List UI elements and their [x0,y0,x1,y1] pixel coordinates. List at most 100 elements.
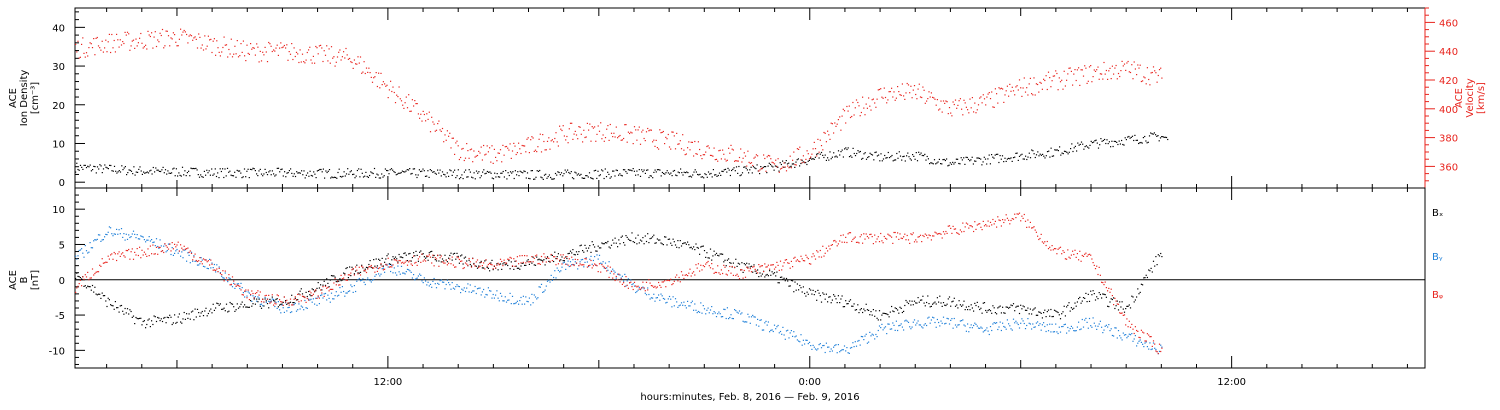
series-bz-point [785,259,788,261]
series-bz-point [363,269,365,271]
series-bx-point [783,277,785,279]
series-bz-point [521,255,523,257]
series-bz-point [107,255,109,257]
series-by-point [665,302,667,304]
series-bz-point [915,239,917,241]
series-by-point [468,291,470,293]
series-ion-density-point [327,170,329,172]
series-ion-density-point [513,177,515,180]
series-ion-density-point [263,173,265,175]
series-velocity-point [1082,75,1085,77]
series-by-point [359,280,362,282]
series-by-point [309,299,311,301]
series-by-point [154,245,156,247]
series-ion-density-point [954,161,956,164]
series-bz-point [545,261,547,263]
series-bz-point [553,256,555,258]
series-velocity-point [1057,89,1059,91]
series-bz-point [221,274,223,276]
series-by-point [888,323,890,325]
series-bx-point [466,260,468,262]
series-ion-density-point [929,163,931,165]
series-ion-density-point [976,157,978,159]
series-bx-point [425,257,427,259]
series-bz-point [1068,256,1070,258]
series-velocity-point [565,139,567,141]
series-velocity-point [503,154,505,156]
series-ion-density-point [869,152,871,154]
series-bx-point [661,243,663,245]
series-bx-point [705,256,707,258]
series-bx-point [633,241,636,244]
series-by-point [234,287,236,289]
series-bz-point [1136,329,1138,332]
series-bx-point [1029,308,1031,310]
series-bz-point [189,250,191,252]
series-bz-point [509,256,511,258]
series-bz-point [735,274,737,277]
series-velocity-point [124,31,126,33]
series-ion-density-point [139,166,141,168]
series-by-point [717,313,719,315]
series-by-point [822,345,824,347]
series-velocity-point [118,46,120,48]
series-by-point [654,300,656,302]
series-by-point [77,255,79,257]
series-bz-point [469,261,471,263]
series-by-point [747,313,749,315]
series-by-point [112,235,114,237]
series-velocity-point [858,105,860,107]
series-velocity-point [676,132,678,134]
series-by-point [352,291,354,293]
series-bz-point [225,277,228,279]
series-bz-point [511,265,514,267]
series-bx-point [553,260,555,263]
series-ion-density-point [559,174,561,176]
series-bx-point [234,310,236,312]
series-by-point [749,322,751,324]
series-velocity-point [732,149,734,151]
series-bx-point [556,256,558,258]
series-bx-point [1084,297,1086,299]
series-by-point [392,272,394,274]
series-bz-point [79,279,81,281]
series-bz-point [176,244,178,246]
series-velocity-point [478,150,480,152]
series-bx-point [112,305,114,307]
series-velocity-point [941,111,943,113]
series-bz-point [690,275,692,277]
series-ion-density-point [813,158,815,160]
series-bz-point [860,234,862,236]
series-ion-density-point [520,171,522,173]
series-bx-point [180,321,182,323]
series-ion-density-point [984,158,987,160]
series-ion-density-point [474,178,476,180]
series-bz-point [1128,320,1130,322]
series-ion-density-point [290,168,292,170]
series-velocity-point [577,138,579,140]
series-by-point [303,309,305,311]
series-bx-point [911,300,913,302]
series-ion-density-point [116,172,118,174]
series-by-point [1090,325,1092,327]
series-ion-density-point [568,171,570,174]
series-bz-point [294,296,296,298]
series-velocity-point [691,141,693,143]
series-bz-point [907,239,910,241]
series-ion-density-point [689,175,691,177]
series-ion-density-point [738,165,740,168]
series-bx-point [777,282,779,284]
series-by-point [187,252,189,254]
series-velocity-point [870,109,872,111]
y-tick-label: 10 [52,139,65,150]
series-velocity-point [678,143,680,145]
series-bx-point [116,307,118,309]
series-ion-density-point [552,178,554,180]
series-bz-point [881,240,883,242]
series-by-point [118,229,120,231]
series-bx-point [833,294,835,296]
series-bz-point [652,285,654,287]
series-velocity-point [94,54,96,56]
series-bz-point [341,278,343,280]
series-bx-point [748,263,750,265]
